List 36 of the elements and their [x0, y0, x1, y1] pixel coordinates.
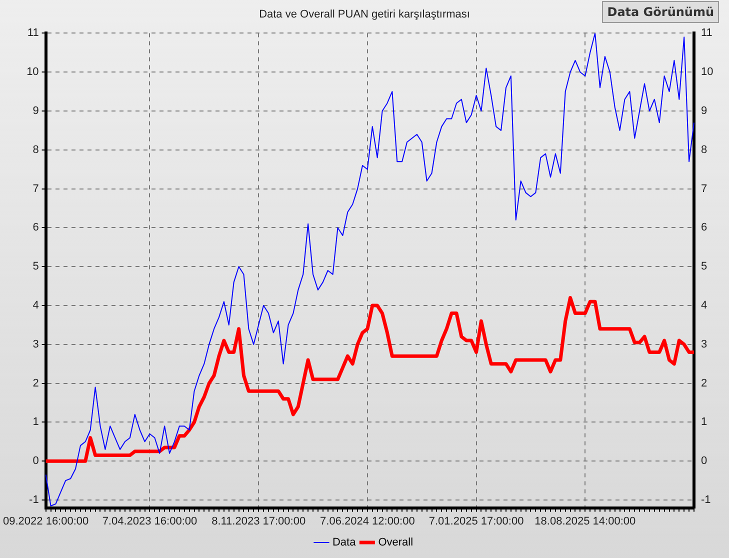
y-tick-label: 8 [32, 144, 39, 156]
y-tick-label: 5 [32, 260, 39, 273]
y-tick-label: 2 [32, 377, 39, 390]
y-tick-label: 7 [32, 182, 39, 195]
y-tick-label: 1 [32, 416, 39, 428]
y-tick-label: 3 [32, 338, 39, 350]
y-tick-label: 11 [27, 27, 39, 40]
y2-tick-label: 7 [701, 182, 708, 195]
y-tick-label: 10 [26, 66, 39, 78]
x-tick-label: 8.11.2023 17:00:00 [212, 515, 306, 528]
x-tick-label: 7.06.2024 12:00:00 [320, 515, 415, 528]
y2-tick-label: 5 [701, 260, 708, 273]
y2-tick-label: 11 [701, 27, 712, 40]
y2-tick-label: 0 [701, 455, 708, 468]
y-tick-label: -1 [29, 494, 39, 506]
chart-title: Data ve Overall PUAN getiri karşılaştırması [259, 8, 470, 21]
y2-tick-label: -1 [701, 494, 711, 506]
y-tick-label: 0 [32, 455, 39, 468]
y2-tick-label: 8 [701, 144, 708, 156]
x-tick-label: 09.2022 16:00:00 [3, 515, 89, 528]
y2-tick-label: 6 [701, 222, 708, 234]
y2-tick-label: 4 [701, 300, 708, 312]
y2-tick-label: 3 [701, 338, 708, 350]
y2-tick-label: 1 [701, 416, 708, 428]
legend-label: Overall [378, 536, 414, 549]
y2-tick-label: 2 [701, 377, 708, 390]
legend-label: Data [332, 536, 357, 549]
y-tick-label: 6 [32, 222, 39, 234]
x-tick-label: 7.04.2023 16:00:00 [102, 515, 198, 528]
x-tick-label: 7.01.2025 17:00:00 [428, 515, 524, 528]
y2-tick-label: 10 [701, 66, 714, 78]
view-button: Data Görünümü [602, 1, 719, 23]
y2-tick-label: 9 [701, 105, 708, 118]
y-tick-label: 4 [32, 300, 39, 312]
y-tick-label: 9 [32, 105, 39, 118]
x-tick-label: 18.08.2025 14:00:00 [534, 515, 636, 528]
